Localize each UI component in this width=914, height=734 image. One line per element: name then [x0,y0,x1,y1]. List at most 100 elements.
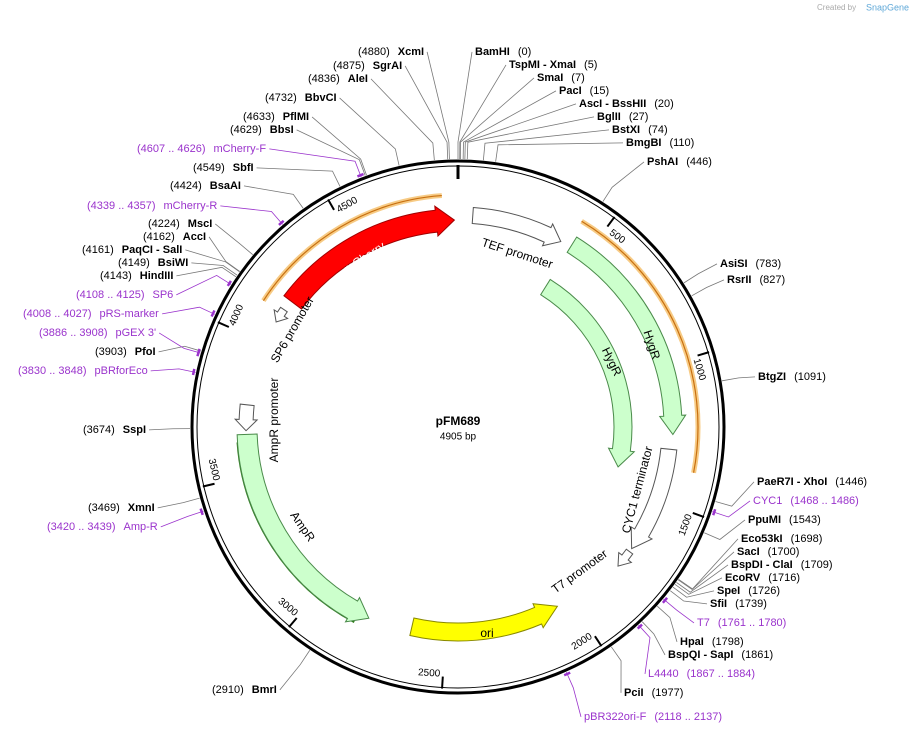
site-label-part: (4880) [358,46,390,58]
primer-site [661,597,669,604]
leader-line [157,497,200,509]
site-label-part: (1726) [748,585,780,597]
site-label-part: (110) [669,137,694,149]
site-label: (4162) AccI [143,231,206,243]
primer-site [356,172,364,178]
site-label: BglII (27) [597,111,648,123]
leader-line [269,148,362,178]
site-label: (4224) MscI [148,218,212,230]
site-label-part: Eco53kI [741,533,783,545]
site-label: BspDI - ClaI (1709) [731,559,833,571]
leader-line [672,586,715,598]
site-label-part: EcoRV [725,572,761,584]
site-label-part: AccI [183,231,206,243]
leader-line [712,500,751,518]
leader-line [641,621,666,656]
site-label-part: PpuMI [748,514,781,526]
primer-site [226,280,232,287]
site-label-part: (783) [756,258,782,270]
leader-line [495,142,624,162]
site-label: SpeI (1726) [717,585,780,597]
site-label-part: HpaI [680,636,704,648]
leader-line [296,129,366,176]
site-label: HpaI (1798) [680,636,744,648]
leader-line [611,646,622,693]
site-label-part: (4143) [100,270,132,282]
site-label-part: MscI [188,218,212,230]
feature-label: T7 promoter [549,546,610,596]
site-label-part: (15) [590,85,610,97]
leader-lines [149,51,756,718]
leader-line [683,263,718,284]
site-label: PshAI (446) [647,156,712,168]
site-label: (4424) BsaAI [170,180,241,192]
primer-label: (3830 .. 3848) pBRforEco [18,365,148,377]
primer-label-part: (3420 .. 3439) [47,521,116,533]
primer-label-part: pRS-marker [100,308,160,320]
primer-label-part: SP6 [153,289,174,301]
site-label-part: (4224) [148,218,180,230]
leader-line [215,223,254,255]
primer-label-part: (3830 .. 3848) [18,365,87,377]
leader-line [160,510,204,528]
tick-label: 4000 [227,303,246,328]
plasmid-size: 4905 bp [440,432,477,443]
site-label-part: SgrAI [373,60,402,72]
site-label-part: (4633) [243,111,275,123]
site-label: EcoRV (1716) [725,572,800,584]
site-label: (4875) SgrAI [333,60,402,72]
site-label-part: (1798) [712,636,744,648]
feature-arrow [283,205,456,310]
site-label: SacI (1700) [737,546,799,558]
site-label-part: TspMI - XmaI [509,59,576,71]
site-label-part: HindIII [140,270,174,282]
plasmid-name: pFM689 [436,414,481,428]
primer-site [196,348,201,357]
site-label: (4633) PflMI [243,111,309,123]
leader-line [149,428,191,431]
feature-label: ori [480,626,493,640]
primer-label-part: (4607 .. 4626) [137,143,206,155]
feature-arrow [233,403,259,432]
site-label-part: BmgBI [626,137,661,149]
leader-line [466,116,595,160]
site-label-part: BspQI - SapI [668,649,733,661]
site-label: (3674) SspI [83,424,146,436]
site-label: (3903) PfoI [95,346,156,358]
feature-label: SP6 promoter [268,294,317,365]
tick-mark [202,482,215,488]
site-label: (4836) AleI [308,73,368,85]
tick-label: 3500 [206,458,222,483]
site-label: (4549) SbfI [193,162,254,174]
site-label-part: (74) [648,124,668,136]
site-label-part: SacI [737,546,760,558]
site-label-part: SfiI [710,598,727,610]
site-label-part: (4161) [82,244,114,256]
site-label-part: (1861) [741,649,773,661]
site-label: SfiI (1739) [710,598,767,610]
site-label-part: RsrII [727,274,751,286]
site-label-part: (827) [759,274,785,286]
leader-line [602,161,645,202]
leader-line [674,577,723,595]
site-label-part: (4629) [230,124,262,136]
site-label-part: (4149) [118,257,150,269]
site-label-part: (1091) [794,371,826,383]
site-label: (4143) HindIII [100,270,173,282]
site-label: (4629) BbsI [230,124,294,136]
site-label-part: (5) [584,59,597,71]
site-label-part: PflMI [283,111,309,123]
leader-line [176,266,237,278]
primer-label: (3886 .. 3908) pGEX 3' [39,327,156,339]
primer-site [636,623,643,630]
site-label-part: (3469) [88,502,120,514]
primer-label-part: (1761 .. 1780) [718,617,787,629]
leader-line [462,90,557,160]
site-label-part: (446) [686,156,712,168]
site-label-part: (1698) [791,533,823,545]
leader-line [158,332,201,354]
site-label-part: SspI [123,424,146,436]
tick-mark [327,198,335,211]
leader-line [243,185,304,209]
site-label: (4732) BbvCI [265,92,337,104]
